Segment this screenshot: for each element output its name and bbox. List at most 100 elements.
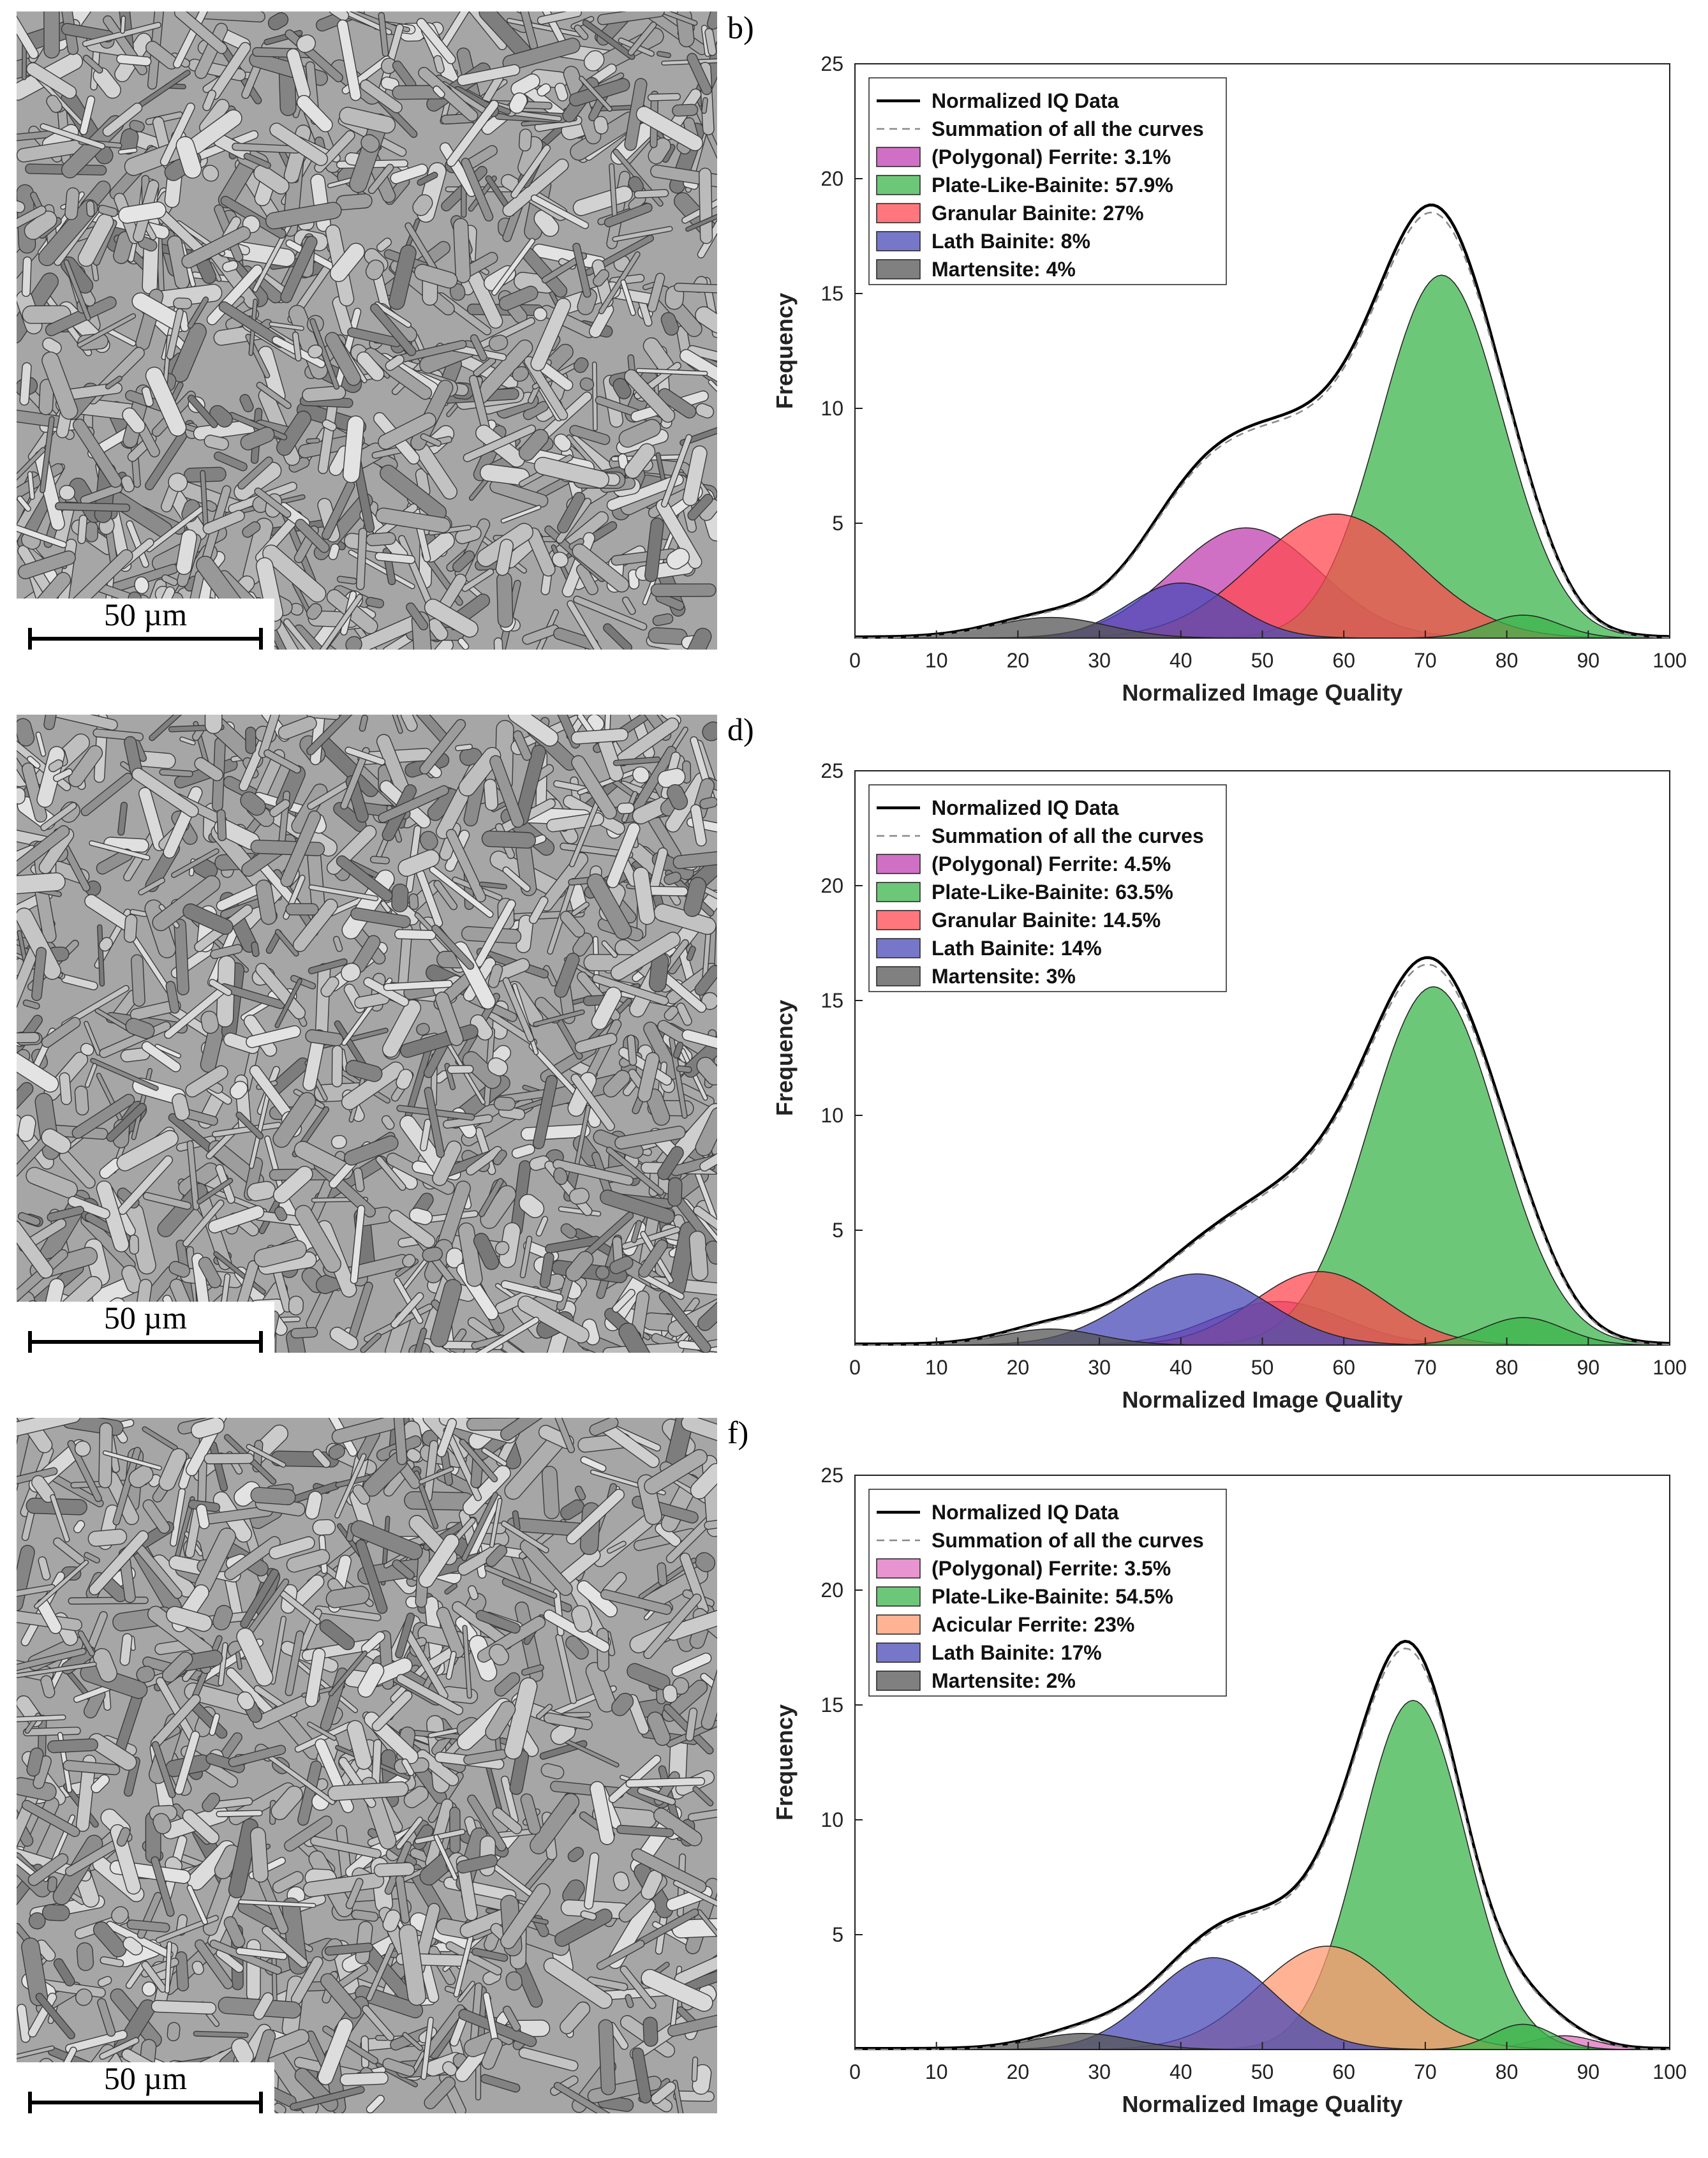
grain [17,447,46,495]
grain [579,377,595,391]
grain [100,1956,124,1967]
grain [646,1711,671,1746]
panel-label-d: d) [727,711,754,747]
grain [274,928,299,957]
grain [606,473,684,511]
grain [582,19,635,60]
grain [172,1093,190,1121]
legend-label: Martensite: 2% [932,1669,1076,1692]
grain [459,1438,498,1483]
grain [547,1418,576,1454]
grain [596,1939,645,1970]
grain [308,344,323,359]
grain [40,1675,56,1699]
grain [38,199,98,267]
grain [537,83,551,97]
grain [489,334,509,352]
grain [520,1793,541,1835]
grain [331,1045,343,1088]
grain [269,1536,315,1559]
grain [175,529,197,576]
grain [346,1720,373,1770]
grain [205,1753,245,1773]
grain [541,1466,560,1519]
grain [80,772,133,817]
grain [166,1605,212,1632]
y-tick-label: 5 [832,1923,843,1946]
grain [410,1327,427,1353]
grain [537,11,582,25]
grain [375,1156,406,1191]
y-tick-label: 20 [821,874,843,897]
grain [533,1009,585,1027]
grain [242,521,261,538]
grain [620,279,636,316]
grain [174,11,228,54]
y-tick-label: 10 [821,1104,843,1127]
grain [612,226,673,242]
grain [518,128,532,152]
grain [130,999,181,1021]
grain [402,2032,424,2051]
grain [554,82,568,101]
grain [142,1981,157,1997]
grain [398,1924,426,2006]
grain [453,218,471,283]
grain [532,1075,558,1150]
grain [416,1023,430,1036]
grain [93,1921,127,1958]
grain [613,1872,630,1891]
grain [38,378,54,415]
grain [175,1951,189,1991]
grain [360,1631,385,1654]
grain [580,1456,607,1472]
x-tick-label: 30 [1088,2060,1111,2083]
grain [105,375,123,390]
grain [142,1192,192,1210]
grain [553,2081,619,2113]
grain [585,1662,616,1713]
grain [666,784,688,810]
grain [159,768,193,778]
component-curve [855,1317,1670,1346]
grain [493,1096,516,1111]
grain [179,736,196,746]
grain [408,893,419,910]
grain [39,416,55,493]
grain [253,1240,307,1268]
grain [560,911,585,938]
grain [40,802,77,831]
grain [397,849,440,877]
grain [436,1418,457,1457]
grain [607,1540,627,1554]
grain [697,1295,717,1331]
grain [365,597,385,609]
legend-label: Plate-Like-Bainite: 54.5% [932,1585,1173,1608]
grain [691,2057,699,2082]
grain [470,334,487,361]
grain [207,1205,265,1233]
grain [647,93,681,101]
grain [666,1713,717,1748]
grain [598,2019,616,2095]
legend-swatch [876,938,921,958]
grain [17,516,67,549]
grain [403,1785,429,1808]
micrograph-texture [17,11,717,650]
grain [85,521,98,542]
grain [613,756,661,766]
grain [642,2016,658,2047]
grain [305,1648,326,1708]
grain [674,283,717,294]
grain [59,485,75,501]
grain [239,394,254,413]
grain [383,979,453,992]
x-tick-label: 100 [1652,649,1686,672]
y-tick-label: 20 [821,1579,843,1602]
grain [695,1106,717,1157]
grain [350,1520,423,1560]
micrograph-texture [17,715,717,1353]
legend-swatch [876,854,921,874]
legend-label: Plate-Like-Bainite: 57.9% [932,174,1173,197]
grain [265,202,342,230]
